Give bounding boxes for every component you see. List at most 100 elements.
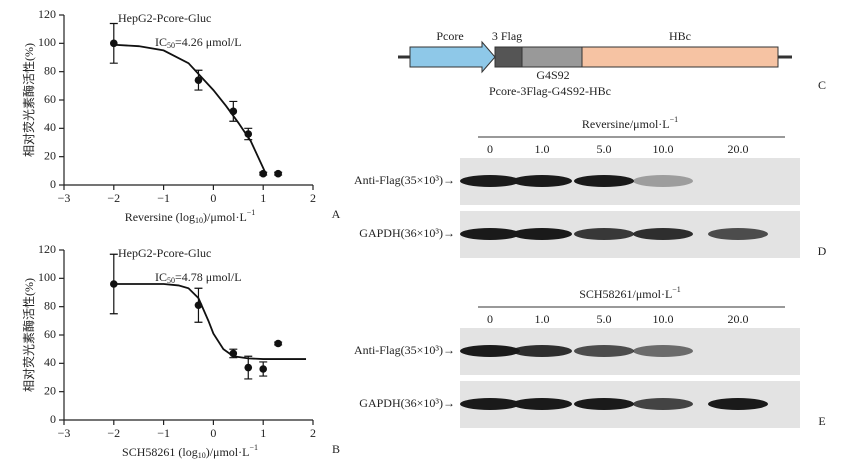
linker-box — [521, 46, 583, 68]
x-tick-label: 2 — [310, 426, 316, 440]
annotation-part: 50 — [167, 41, 175, 50]
y-tick-label: 0 — [50, 177, 56, 191]
blot-band — [460, 398, 520, 410]
y-axis-label: 相对荧光素酶活性(%) — [21, 278, 36, 392]
data-point — [259, 365, 268, 373]
y-tick-label: 100 — [38, 270, 56, 284]
dose-label: 20.0 — [728, 312, 749, 326]
chart-title: HepG2-Pcore-Gluc — [118, 11, 211, 25]
dose-label: 1.0 — [535, 312, 550, 326]
hbc-label: HBc — [669, 29, 691, 43]
blot-band — [708, 398, 768, 410]
blot-band — [574, 228, 634, 240]
panel-label: B — [332, 442, 340, 456]
x-axis-label-part: −1 — [247, 208, 256, 217]
blot-header-part: SCH58261/μmol·L — [579, 287, 672, 301]
dose-label: 5.0 — [597, 142, 612, 156]
x-tick-label: −1 — [157, 191, 170, 205]
blot-band — [708, 228, 768, 240]
data-point — [110, 39, 118, 48]
dose-label: 10.0 — [653, 142, 674, 156]
x-axis-label: Reversine (log10)/μmol·L−1 — [125, 208, 256, 225]
data-point — [274, 169, 282, 178]
y-tick-label: 100 — [38, 35, 56, 49]
pcore-box — [409, 40, 496, 74]
blot-header: SCH58261/μmol·L−1 — [579, 285, 681, 301]
y-tick-label: 40 — [44, 120, 56, 134]
dose-label: 1.0 — [535, 142, 550, 156]
fit-curve — [113, 283, 307, 360]
x-tick-label: 0 — [210, 191, 216, 205]
y-tick-label: 120 — [38, 7, 56, 21]
blot-band — [574, 345, 634, 357]
data-point — [229, 349, 238, 358]
panel-label: D — [818, 244, 827, 258]
blot-header-part: −1 — [672, 285, 681, 294]
construct-diagram: Pcore 3 Flag HBc G4S92 Pcore-3Flag-G4S92… — [398, 29, 826, 98]
y-tick-label: 0 — [50, 412, 56, 426]
flag-box — [494, 46, 523, 68]
blot-header-part: Reversine/μmol·L — [582, 117, 670, 131]
y-tick-label: 60 — [44, 92, 56, 106]
dose-label: 0 — [487, 312, 493, 326]
data-point — [274, 339, 282, 348]
blot-band — [633, 175, 693, 187]
x-tick-label: −3 — [58, 191, 71, 205]
data-point — [194, 76, 203, 84]
blot-band — [512, 345, 572, 357]
panel-label: A — [332, 207, 341, 221]
data-point — [194, 301, 203, 310]
blot-band — [633, 228, 693, 240]
x-tick-label: −2 — [107, 191, 120, 205]
y-tick-label: 80 — [44, 298, 56, 312]
y-tick-label: 60 — [44, 327, 56, 341]
dose-label: 20.0 — [728, 142, 749, 156]
flag-label: 3 Flag — [492, 29, 522, 43]
x-axis-label: SCH58261 (log10)/μmol·L−1 — [122, 443, 258, 460]
fit-curve — [113, 43, 267, 175]
annotation: IC50=4.26 μmol/L — [155, 35, 242, 50]
blot-band — [512, 398, 572, 410]
y-tick-label: 20 — [44, 383, 56, 397]
pcore-label: Pcore — [436, 29, 463, 43]
data-point — [110, 280, 118, 288]
blot-band — [460, 345, 520, 357]
data-point — [244, 363, 253, 372]
data-point — [229, 107, 238, 116]
blot-header-part: −1 — [670, 115, 679, 124]
x-tick-label: 2 — [310, 191, 316, 205]
dose-label: 10.0 — [653, 312, 674, 326]
annotation-part: 50 — [167, 276, 175, 285]
chart-title: HepG2-Pcore-Gluc — [118, 246, 211, 260]
x-tick-label: −1 — [157, 426, 170, 440]
y-tick-label: 20 — [44, 148, 56, 162]
x-axis-label-part: −1 — [249, 443, 258, 452]
x-axis-label-part: 10 — [195, 216, 203, 225]
annotation-part: IC — [155, 270, 167, 284]
blot-band — [574, 398, 634, 410]
x-axis-label-part: 10 — [198, 451, 206, 460]
hbc-box — [581, 46, 779, 68]
dose-label: 5.0 — [597, 312, 612, 326]
blot-band — [633, 345, 693, 357]
row-label: GAPDH(36×10³)→ — [359, 226, 455, 240]
linker-label: G4S92 — [536, 68, 569, 82]
x-tick-label: −3 — [58, 426, 71, 440]
blot-band — [460, 175, 520, 187]
construct-label: Pcore-3Flag-G4S92-HBc — [489, 84, 611, 98]
x-tick-label: 1 — [260, 191, 266, 205]
blot-band — [633, 398, 693, 410]
data-point — [244, 130, 253, 138]
x-tick-label: 0 — [210, 426, 216, 440]
annotation-part: =4.26 μmol/L — [175, 35, 242, 49]
y-tick-label: 120 — [38, 242, 56, 256]
dose-label: 0 — [487, 142, 493, 156]
x-tick-label: 1 — [260, 426, 266, 440]
x-axis-label-part: Reversine (log — [125, 210, 195, 224]
row-label: Anti-Flag(35×10³)→ — [354, 173, 455, 187]
blot-band — [512, 175, 572, 187]
annotation-part: IC — [155, 35, 167, 49]
blot-band — [574, 175, 634, 187]
blot-band — [460, 228, 520, 240]
